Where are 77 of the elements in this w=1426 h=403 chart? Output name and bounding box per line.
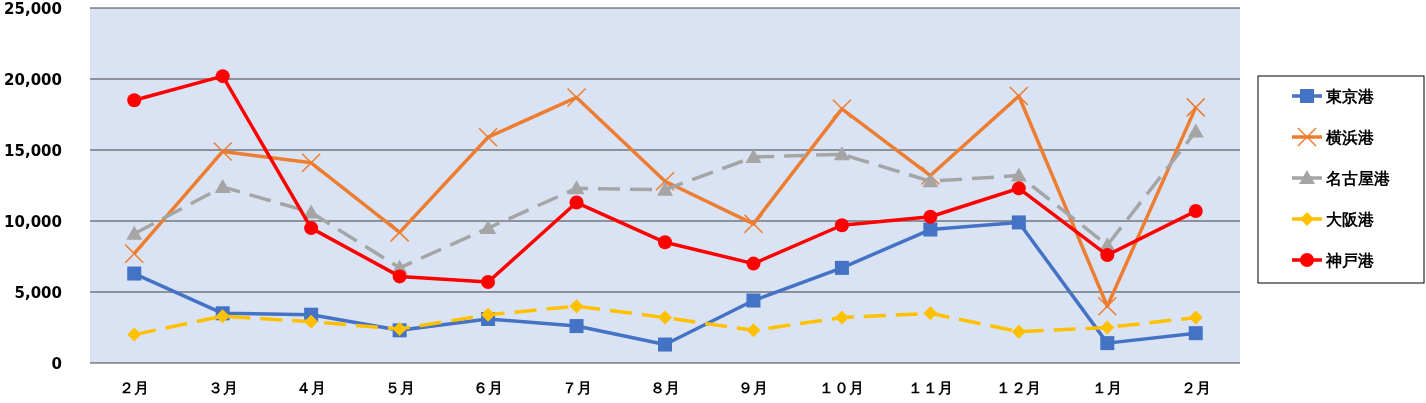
point bbox=[1187, 123, 1204, 138]
point bbox=[655, 171, 675, 191]
point bbox=[832, 99, 852, 119]
point bbox=[569, 319, 584, 334]
point bbox=[657, 181, 673, 196]
x-tick-label: ２月 bbox=[1180, 379, 1211, 397]
point bbox=[746, 293, 761, 308]
point bbox=[746, 256, 761, 271]
point bbox=[834, 218, 849, 233]
point bbox=[392, 269, 407, 284]
x-tick-label: ９月 bbox=[738, 379, 769, 397]
y-tick-label: 5,000 bbox=[14, 284, 62, 302]
y-tick-label: 25,000 bbox=[4, 0, 62, 18]
point bbox=[834, 260, 849, 275]
point bbox=[301, 153, 321, 173]
x-tick-label: ４月 bbox=[296, 379, 327, 397]
point bbox=[481, 275, 496, 290]
point bbox=[834, 310, 849, 325]
legend-label: 神戸港 bbox=[1325, 251, 1375, 270]
x-tick-label: ２月 bbox=[119, 379, 150, 397]
point bbox=[1009, 86, 1029, 106]
point bbox=[1188, 310, 1203, 325]
y-tick-label: 0 bbox=[51, 355, 62, 373]
legend-label: 東京港 bbox=[1325, 87, 1375, 106]
point bbox=[304, 314, 319, 329]
point bbox=[746, 323, 761, 338]
point bbox=[127, 327, 142, 342]
y-tick-label: 15,000 bbox=[4, 142, 62, 160]
point bbox=[1188, 204, 1203, 219]
point bbox=[215, 69, 230, 84]
x-tick-label: １２月 bbox=[996, 379, 1042, 397]
point bbox=[481, 307, 496, 322]
point bbox=[1188, 326, 1203, 341]
point bbox=[1010, 167, 1027, 182]
point bbox=[124, 243, 144, 264]
point bbox=[569, 299, 584, 314]
point bbox=[126, 225, 143, 240]
x-tick-label: ５月 bbox=[384, 379, 415, 397]
x-tick-label: ８月 bbox=[650, 379, 680, 397]
legend-label: 横浜港 bbox=[1325, 128, 1375, 147]
point bbox=[127, 93, 142, 108]
x-tick-label: ６月 bbox=[473, 379, 504, 397]
point bbox=[304, 221, 319, 236]
x-tick-label: ３月 bbox=[207, 379, 238, 397]
point bbox=[745, 149, 762, 164]
point bbox=[127, 266, 142, 281]
point bbox=[1100, 320, 1115, 335]
point bbox=[480, 220, 497, 235]
y-tick-label: 10,000 bbox=[4, 213, 62, 231]
point bbox=[478, 127, 498, 147]
legend-label: 名古屋港 bbox=[1325, 169, 1391, 188]
y-tick-label: 20,000 bbox=[4, 71, 62, 89]
point bbox=[1100, 336, 1115, 351]
point bbox=[1100, 248, 1115, 263]
point bbox=[923, 209, 938, 224]
point bbox=[1011, 181, 1026, 196]
point bbox=[1011, 324, 1026, 339]
point bbox=[743, 214, 764, 234]
point bbox=[212, 141, 233, 162]
legend-label: 大阪港 bbox=[1326, 210, 1375, 229]
x-tick-label: １１月 bbox=[907, 379, 953, 397]
point bbox=[658, 235, 672, 250]
x-tick-label: １０月 bbox=[819, 379, 865, 397]
point bbox=[569, 195, 584, 210]
point bbox=[568, 180, 585, 195]
point bbox=[658, 337, 672, 352]
point bbox=[922, 173, 939, 188]
point bbox=[1011, 215, 1026, 230]
x-tick-label: １月 bbox=[1092, 379, 1123, 397]
point bbox=[1097, 296, 1118, 316]
point bbox=[658, 310, 672, 325]
point bbox=[214, 178, 231, 193]
point bbox=[923, 306, 938, 321]
point bbox=[833, 146, 850, 161]
x-tick-label: ７月 bbox=[561, 379, 592, 397]
point bbox=[923, 222, 938, 237]
point bbox=[1186, 97, 1206, 118]
